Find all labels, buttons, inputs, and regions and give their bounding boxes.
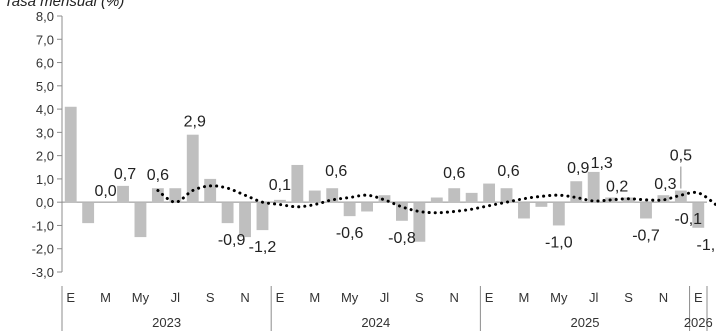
bar xyxy=(500,188,513,203)
x-tick-label: E xyxy=(276,290,285,305)
bar xyxy=(657,195,670,203)
bar xyxy=(99,202,112,203)
data-label: 0,5 xyxy=(670,148,692,165)
data-label: 0,2 xyxy=(606,179,628,196)
y-tick-label: -2,0 xyxy=(32,242,54,257)
bar xyxy=(448,188,461,203)
bar xyxy=(413,202,426,242)
year-label: 2026 xyxy=(684,315,713,330)
bar xyxy=(308,190,321,203)
data-label: -0,9 xyxy=(218,232,246,249)
x-tick-label: N xyxy=(450,290,459,305)
bar xyxy=(326,188,339,203)
trend-line xyxy=(156,184,716,215)
x-tick-label: Jl xyxy=(589,290,599,305)
data-label: -0,6 xyxy=(336,225,364,242)
bar xyxy=(552,202,565,226)
x-tick-label: E xyxy=(66,290,75,305)
y-tick-label: 1,0 xyxy=(36,172,54,187)
y-tick-label: -3,0 xyxy=(32,265,54,280)
bar xyxy=(430,197,443,203)
bar xyxy=(291,164,304,203)
data-label: 0,6 xyxy=(497,163,519,180)
year-label: 2025 xyxy=(571,315,600,330)
x-tick-label: S xyxy=(624,290,633,305)
y-tick-label: 4,0 xyxy=(36,102,54,117)
x-tick-label: My xyxy=(550,290,568,305)
bar xyxy=(169,188,182,203)
bar xyxy=(535,202,548,207)
bar xyxy=(221,202,234,224)
x-tick-label: M xyxy=(309,290,320,305)
x-tick-label: M xyxy=(519,290,530,305)
data-label: -1,1 xyxy=(696,237,716,254)
year-label: 2023 xyxy=(152,315,181,330)
data-label: 0,6 xyxy=(443,165,465,182)
bar xyxy=(134,202,147,238)
x-tick-label: Jl xyxy=(380,290,390,305)
x-tick-label: S xyxy=(206,290,215,305)
data-label: -1,2 xyxy=(249,239,277,256)
x-tick-label: E xyxy=(485,290,494,305)
bar xyxy=(692,202,705,228)
y-tick-label: 5,0 xyxy=(36,79,54,94)
bar xyxy=(343,202,356,217)
y-tick-label: 3,0 xyxy=(36,125,54,140)
y-tick-label: 0,0 xyxy=(36,195,54,210)
bar xyxy=(186,134,199,203)
x-tick-label: My xyxy=(132,290,150,305)
x-tick-label: N xyxy=(240,290,249,305)
data-label: -1,0 xyxy=(545,234,573,251)
bar xyxy=(117,185,129,203)
bar xyxy=(204,178,217,203)
bar xyxy=(378,195,391,203)
data-label: 0,6 xyxy=(325,163,347,180)
year-label: 2024 xyxy=(361,315,390,330)
data-label: -0,8 xyxy=(388,230,416,247)
x-tick-label: E xyxy=(694,290,703,305)
bar xyxy=(151,188,164,203)
data-label: 2,9 xyxy=(184,114,206,131)
x-tick-label: My xyxy=(341,290,359,305)
data-label: 0,6 xyxy=(147,167,169,184)
bar xyxy=(82,202,95,224)
data-label: 0,7 xyxy=(114,166,136,183)
data-label: -0,7 xyxy=(632,227,660,244)
y-tick-label: 8,0 xyxy=(36,9,54,24)
data-label: 1,3 xyxy=(591,155,613,172)
bar xyxy=(483,183,496,203)
x-tick-label: M xyxy=(100,290,111,305)
bar xyxy=(587,171,600,203)
bar xyxy=(256,202,269,231)
bar xyxy=(570,181,583,203)
bar xyxy=(273,199,286,203)
data-label: 0,3 xyxy=(654,176,676,193)
chart-title: Tasa mensual (%) xyxy=(4,0,124,10)
bar xyxy=(518,202,530,219)
y-tick-label: -1,0 xyxy=(32,218,54,233)
x-tick-label: N xyxy=(659,290,668,305)
data-label: 0,0 xyxy=(94,183,116,200)
y-tick-label: 7,0 xyxy=(36,32,54,47)
x-tick-label: Jl xyxy=(171,290,181,305)
data-label: 0,9 xyxy=(567,160,589,177)
x-tick-label: S xyxy=(415,290,424,305)
bar xyxy=(640,202,652,219)
bar xyxy=(396,202,408,221)
y-tick-label: 6,0 xyxy=(36,56,54,71)
bar xyxy=(674,190,687,203)
bar xyxy=(465,192,478,203)
bar xyxy=(361,202,373,212)
data-label: -0,1 xyxy=(674,211,702,228)
y-tick-label: 2,0 xyxy=(36,149,54,164)
bar xyxy=(64,106,77,203)
bar xyxy=(239,202,251,238)
data-label: 0,1 xyxy=(269,177,291,194)
